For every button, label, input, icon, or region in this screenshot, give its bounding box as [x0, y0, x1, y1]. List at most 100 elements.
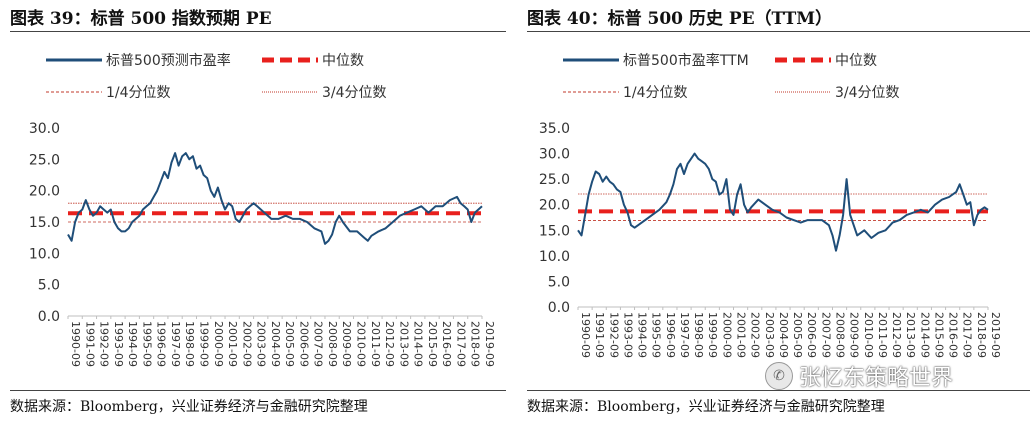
- x-tick-label: 2012-09: [890, 312, 903, 358]
- y-tick-label: 15.0: [29, 215, 60, 231]
- y-tick-label: 10.0: [29, 246, 60, 262]
- x-tick-label: 2009-09: [340, 321, 353, 367]
- y-tick-label: 30.0: [539, 147, 570, 163]
- y-tick-label: 20.0: [539, 198, 570, 214]
- legend-median-label: 中位数: [835, 53, 877, 69]
- legend-series: 标普500预测市盈率: [46, 50, 231, 70]
- y-tick-label: 10.0: [539, 249, 570, 265]
- y-tick-label: 15.0: [539, 223, 570, 239]
- watermark-text: 张忆东策略世界: [799, 366, 954, 391]
- x-tick-label: 1999-09: [197, 321, 210, 367]
- x-tick-label: 1991-09: [593, 312, 606, 358]
- legend-q1-label: 1/4分位数: [106, 85, 171, 101]
- series-line: [577, 152, 989, 252]
- x-tick-label: 2007-09: [312, 321, 325, 367]
- x-tick-label: 1996-09: [155, 321, 168, 367]
- x-tick-label: 2019-09: [989, 312, 1002, 358]
- x-tick-label: 2017-09: [454, 321, 467, 367]
- x-tick-label: 2018-09: [469, 321, 482, 367]
- x-tick-label: 2012-09: [383, 321, 396, 367]
- x-tick-label: 2011-09: [876, 312, 889, 358]
- x-tick-label: 2000-09: [212, 321, 225, 367]
- legend-series-label: 标普500市盈率TTM: [623, 53, 749, 69]
- x-tick-label: 2013-09: [904, 312, 917, 358]
- x-tick-label: 2004-09: [777, 312, 790, 358]
- x-tick-label: 2018-09: [975, 312, 988, 358]
- legend-median-swatch: [775, 57, 831, 63]
- x-tick-label: 2001-09: [735, 312, 748, 358]
- legend-q3-swatch: [262, 91, 318, 93]
- right-chart-panel: 图表 40：标普 500 历史 PE（TTM） 标普500市盈率TTM 中位数 …: [517, 0, 1034, 424]
- right-source-rule: [527, 390, 1030, 391]
- left-chart-plot: 0.0 5.0 10.0 15.0 20.0 25.0 30.0 1990-09 1991-09…: [29, 121, 496, 367]
- left-chart-panel: 图表 39：标普 500 指数预期 PE 标普500预测市盈率 中位数 1/4分…: [0, 0, 510, 424]
- y-tick-label: 35.0: [539, 121, 570, 137]
- x-tick-label: 2008-09: [833, 312, 846, 358]
- legend-median: 中位数: [262, 50, 364, 70]
- x-tick-label: 2010-09: [862, 312, 875, 358]
- legend-q3-label: 3/4分位数: [835, 85, 900, 101]
- left-source-note: 数据来源：Bloomberg，兴业证券经济与金融研究院整理: [10, 399, 368, 415]
- x-tick-label: 2006-09: [297, 321, 310, 367]
- x-tick-label: 2014-09: [918, 312, 931, 358]
- x-tick-label: 1998-09: [183, 321, 196, 367]
- x-tick-label: 2019-09: [483, 321, 496, 367]
- legend-series-label: 标普500预测市盈率: [106, 53, 231, 69]
- x-tick-label: 1996-09: [664, 312, 677, 358]
- y-tick-label: 5.0: [548, 274, 570, 290]
- x-tick-label: 1998-09: [692, 312, 705, 358]
- x-tick-label: 2009-09: [848, 312, 861, 358]
- x-tick-label: 2011-09: [369, 321, 382, 367]
- x-tick-label: 1993-09: [112, 321, 125, 367]
- right-chart-title: 图表 40：标普 500 历史 PE（TTM）: [527, 9, 833, 29]
- x-tick-label: 1997-09: [678, 312, 691, 358]
- x-tick-label: 1991-09: [83, 321, 96, 367]
- legend-median-swatch: [262, 57, 318, 63]
- left-title-rule: [10, 31, 506, 32]
- x-tick-label: 2003-09: [255, 321, 268, 367]
- right-source-note: 数据来源：Bloomberg，兴业证券经济与金融研究院整理: [527, 399, 885, 415]
- x-tick-label: 2008-09: [326, 321, 339, 367]
- x-tick-label: 2005-09: [283, 321, 296, 367]
- x-tick-label: 2001-09: [226, 321, 239, 367]
- y-tick-label: 5.0: [38, 278, 60, 294]
- x-tick-label: 1990-09: [579, 312, 592, 358]
- legend-median: 中位数: [775, 50, 877, 70]
- x-tick-label: 2004-09: [269, 321, 282, 367]
- x-tick-label: 2016-09: [947, 312, 960, 358]
- legend-q3-label: 3/4分位数: [322, 85, 387, 101]
- watermark: ✆ 张忆东策略世界: [765, 360, 953, 392]
- legend-q3-swatch: [775, 91, 831, 93]
- legend-q1: 1/4分位数: [46, 82, 171, 102]
- x-tick-label: 2007-09: [819, 312, 832, 358]
- x-tick-label: 2003-09: [763, 312, 776, 358]
- x-tick-label: 1997-09: [169, 321, 182, 367]
- x-tick-label: 1999-09: [706, 312, 719, 358]
- legend-q3: 3/4分位数: [775, 82, 900, 102]
- x-tick-label: 2000-09: [720, 312, 733, 358]
- x-tick-label: 2015-09: [426, 321, 439, 367]
- legend-q1-swatch: [563, 91, 619, 93]
- left-chart-title: 图表 39：标普 500 指数预期 PE: [10, 9, 272, 29]
- right-title-rule: [527, 31, 1030, 32]
- x-tick-label: 2002-09: [240, 321, 253, 367]
- legend-series: 标普500市盈率TTM: [563, 50, 749, 70]
- legend-q1-swatch: [46, 91, 102, 93]
- legend-median-label: 中位数: [322, 53, 364, 69]
- y-tick-label: 25.0: [539, 172, 570, 188]
- x-tick-label: 1994-09: [636, 312, 649, 358]
- x-tick-label: 1995-09: [140, 321, 153, 367]
- x-tick-label: 1990-09: [69, 321, 82, 367]
- x-tick-label: 2002-09: [749, 312, 762, 358]
- x-tick-label: 1992-09: [98, 321, 111, 367]
- x-tick-label: 2013-09: [397, 321, 410, 367]
- x-tick-label: 2014-09: [412, 321, 425, 367]
- x-tick-label: 2015-09: [932, 312, 945, 358]
- wechat-icon: ✆: [765, 362, 793, 390]
- legend-series-swatch: [46, 58, 102, 62]
- y-tick-label: 25.0: [29, 152, 60, 168]
- x-tick-label: 1993-09: [621, 312, 634, 358]
- y-tick-label: 0.0: [548, 300, 570, 316]
- x-tick-label: 2010-09: [355, 321, 368, 367]
